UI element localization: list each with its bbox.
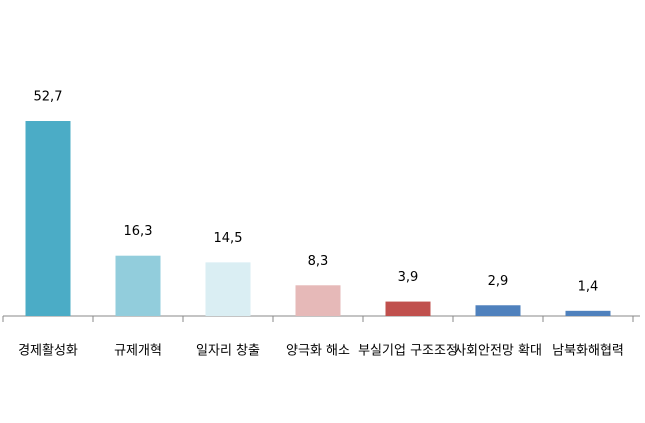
bar <box>205 262 251 316</box>
value-label: 52,7 <box>34 90 63 105</box>
value-label: 8,3 <box>308 254 329 269</box>
bar <box>295 285 341 316</box>
value-label: 16,3 <box>124 224 153 239</box>
bar <box>385 301 431 316</box>
bar <box>115 255 161 316</box>
value-label: 14,5 <box>214 231 243 246</box>
x-tick-label: 경제활성화 <box>18 344 78 359</box>
bar <box>565 310 611 316</box>
bar <box>475 305 521 316</box>
x-tick-label: 사회안전망 확대 <box>454 344 542 359</box>
x-tick-label: 남북화해협력 <box>552 344 624 359</box>
x-tick-label: 일자리 창출 <box>196 344 260 359</box>
value-label: 3,9 <box>398 270 419 285</box>
bar <box>25 121 71 316</box>
value-label: 1,4 <box>578 279 599 294</box>
value-label: 2,9 <box>488 274 509 289</box>
x-tick-label: 양극화 해소 <box>286 344 350 359</box>
x-tick-label: 규제개혁 <box>114 344 162 359</box>
x-tick-label: 부실기업 구조조정 <box>358 344 458 359</box>
